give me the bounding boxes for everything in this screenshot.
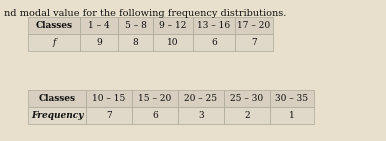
Bar — [28, 90, 86, 107]
Bar — [178, 107, 224, 124]
Bar — [153, 17, 193, 34]
Bar — [86, 107, 132, 124]
Text: 2: 2 — [244, 111, 250, 120]
Text: 7: 7 — [251, 38, 257, 47]
Text: 9: 9 — [96, 38, 102, 47]
Text: Classes: Classes — [39, 94, 76, 103]
Text: Frequency: Frequency — [31, 111, 83, 120]
Bar — [118, 34, 153, 51]
Text: f: f — [52, 38, 56, 47]
Bar — [270, 107, 314, 124]
Bar — [80, 17, 118, 34]
Bar — [86, 90, 132, 107]
Text: 10 – 15: 10 – 15 — [92, 94, 126, 103]
Text: nd modal value for the following frequency distributions.: nd modal value for the following frequen… — [4, 9, 286, 18]
Bar — [80, 34, 118, 51]
Text: 1: 1 — [289, 111, 295, 120]
Text: 7: 7 — [106, 111, 112, 120]
Text: 10: 10 — [167, 38, 179, 47]
Bar — [193, 34, 235, 51]
Bar — [193, 17, 235, 34]
Text: 17 – 20: 17 – 20 — [237, 21, 271, 30]
Bar — [132, 107, 178, 124]
Bar — [28, 34, 80, 51]
Bar — [28, 17, 80, 34]
Bar — [132, 90, 178, 107]
Bar — [235, 17, 273, 34]
Text: 8: 8 — [133, 38, 138, 47]
Bar — [28, 107, 86, 124]
Text: 20 – 25: 20 – 25 — [185, 94, 218, 103]
Bar — [118, 17, 153, 34]
Text: 5 – 8: 5 – 8 — [125, 21, 146, 30]
Text: 25 – 30: 25 – 30 — [230, 94, 264, 103]
Text: 1 – 4: 1 – 4 — [88, 21, 110, 30]
Text: 9 – 12: 9 – 12 — [159, 21, 187, 30]
Bar — [178, 90, 224, 107]
Text: 13 – 16: 13 – 16 — [197, 21, 230, 30]
Bar — [235, 34, 273, 51]
Text: 30 – 35: 30 – 35 — [276, 94, 308, 103]
Text: Classes: Classes — [36, 21, 73, 30]
Bar — [224, 107, 270, 124]
Bar — [224, 90, 270, 107]
Bar — [270, 90, 314, 107]
Text: 15 – 20: 15 – 20 — [138, 94, 172, 103]
Bar — [153, 34, 193, 51]
Text: 6: 6 — [152, 111, 158, 120]
Text: 3: 3 — [198, 111, 204, 120]
Text: 6: 6 — [211, 38, 217, 47]
